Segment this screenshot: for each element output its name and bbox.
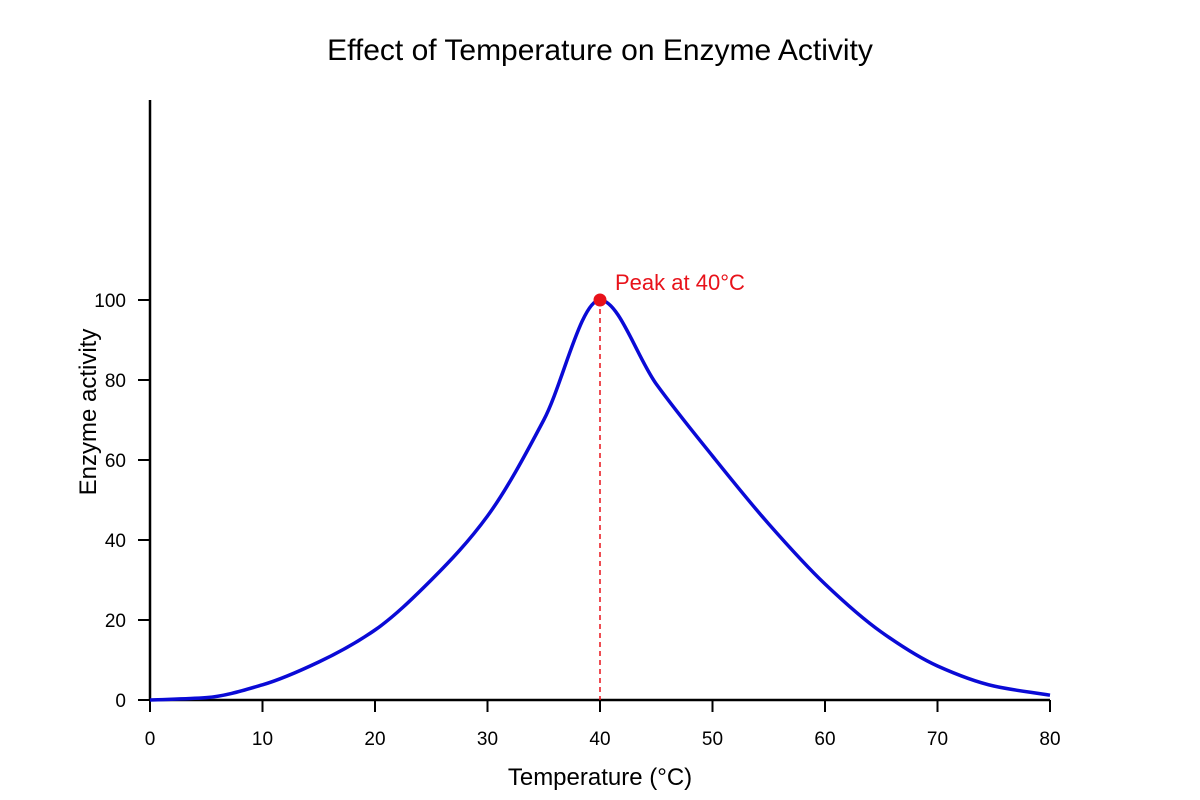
x-tick-label: 30 xyxy=(477,729,498,750)
x-tick-label: 70 xyxy=(927,729,948,750)
x-tick-label: 60 xyxy=(814,729,835,750)
x-tick-label: 10 xyxy=(252,729,273,750)
y-tick-label: 20 xyxy=(105,611,126,632)
peak-annotation: Peak at 40°C xyxy=(615,270,745,295)
x-tick-label: 50 xyxy=(702,729,723,750)
y-tick-label: 60 xyxy=(105,451,126,472)
y-axis-title: Enzyme activity xyxy=(75,329,102,496)
y-axis-ticks: 0 20 40 60 80 100 xyxy=(94,291,150,712)
y-tick-label: 40 xyxy=(105,531,126,552)
y-tick-label: 100 xyxy=(94,291,126,312)
peak-marker xyxy=(593,293,607,307)
x-axis-ticks: 0 10 20 30 40 50 60 70 80 xyxy=(145,700,1061,750)
y-tick-label: 80 xyxy=(105,371,126,392)
x-tick-label: 40 xyxy=(589,729,610,750)
x-tick-label: 80 xyxy=(1039,729,1060,750)
chart-title: Effect of Temperature on Enzyme Activity xyxy=(327,34,873,67)
x-tick-label: 0 xyxy=(145,729,156,750)
y-tick-label: 0 xyxy=(115,691,126,712)
x-axis-title: Temperature (°C) xyxy=(508,764,692,791)
x-tick-label: 20 xyxy=(364,729,385,750)
